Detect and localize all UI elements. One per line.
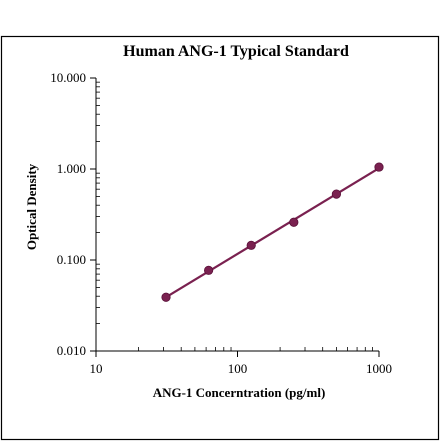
chart-title: Human ANG-1 Typical Standard [123, 43, 349, 60]
plot-area: 0.010 0.100 1.000 10.000 10 100 1000 [50, 70, 392, 376]
x-tick-label: 1000 [366, 361, 392, 376]
x-axis-title: ANG-1 Concerntration (pg/ml) [153, 385, 326, 400]
data-point [374, 162, 384, 172]
fit-line [165, 167, 380, 299]
y-tick-label: 10.000 [50, 70, 86, 85]
data-point [204, 265, 214, 275]
data-point [246, 240, 256, 250]
chart-frame [0, 35, 440, 441]
x-tick-label: 100 [228, 361, 248, 376]
y-axis-title: Optical Density [24, 163, 39, 250]
data-point [331, 189, 342, 199]
y-tick-label: 0.010 [57, 343, 86, 358]
y-tick-label: 0.100 [57, 252, 86, 267]
x-tick-label: 10 [90, 361, 103, 376]
data-point [289, 217, 299, 227]
y-tick-label: 1.000 [57, 161, 86, 176]
data-point [161, 292, 171, 302]
